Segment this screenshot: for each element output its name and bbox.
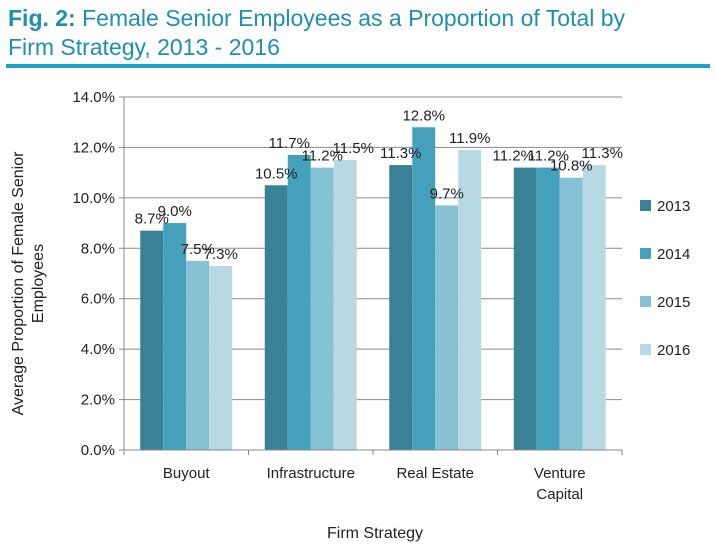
y-tick-label: 14.0% — [72, 89, 115, 106]
data-label: 11.3% — [582, 145, 623, 162]
legend-swatch-2015 — [640, 296, 651, 307]
bar-2014-real-estate — [412, 127, 436, 450]
x-tick-label: Capital — [536, 486, 583, 503]
data-label: 8.7% — [135, 211, 169, 228]
bar-2014-infrastructure — [287, 154, 311, 450]
legend-swatch-2016 — [640, 344, 651, 355]
data-label: 11.2% — [528, 148, 569, 165]
y-tick-label: 8.0% — [81, 240, 115, 257]
axes: 0.0% 2.0% 4.0% 6.0% 8.0% 10.0% 12.0% 14.0% Buyou… — [10, 89, 623, 542]
data-labels: 8.7%9.0%7.5%7.3%10.5%11.7%11.2%11.5% 11.3… — [135, 107, 623, 263]
y-tick-label: 6.0% — [81, 291, 115, 308]
y-tick-label: 10.0% — [72, 190, 115, 207]
bar-2013-venture-capital — [513, 167, 537, 450]
chart-title: Fig. 2: Female Senior Employees as a Pro… — [8, 4, 708, 62]
bars — [140, 127, 606, 451]
data-label: 7.5% — [181, 241, 215, 258]
legend-label-2016: 2016 — [657, 342, 690, 359]
legend: 2013 2014 2015 2016 — [640, 198, 690, 359]
y-axis-title: Average Proportion of Female Senior Emplo… — [10, 151, 47, 416]
bar-2016-real-estate — [458, 149, 482, 450]
legend-label-2014: 2014 — [657, 246, 690, 263]
title-line-1: Female Senior Employees as a Proportion … — [75, 5, 626, 31]
data-label: 11.3% — [380, 145, 421, 162]
data-label: 11.2% — [493, 148, 534, 165]
data-label: 7.3% — [204, 246, 238, 263]
legend-label-2015: 2015 — [657, 294, 690, 311]
x-tick-label: Buyout — [163, 465, 211, 482]
y-axis-title-line: Employees — [30, 244, 47, 323]
legend-swatch-2013 — [640, 200, 651, 211]
bar-2013-infrastructure — [264, 185, 288, 450]
title-divider — [6, 64, 710, 68]
bar-2013-real-estate — [389, 165, 413, 451]
bar-2016-venture-capital — [582, 165, 606, 451]
data-label: 11.9% — [449, 130, 490, 147]
data-label: 12.8% — [402, 107, 445, 124]
bar-2015-buyout — [186, 260, 210, 450]
legend-swatch-2014 — [640, 248, 651, 259]
y-tick-label: 12.0% — [72, 139, 115, 156]
x-tick-label: Real Estate — [396, 465, 474, 482]
data-label: 9.7% — [430, 185, 464, 202]
x-axis-title: Firm Strategy — [327, 525, 423, 542]
data-label: 11.2% — [302, 148, 343, 165]
data-label: 9.0% — [158, 203, 192, 220]
y-tick-label: 4.0% — [81, 341, 115, 358]
bar-2015-real-estate — [435, 205, 459, 450]
x-tick-label: Infrastructure — [267, 465, 355, 482]
bar-2016-infrastructure — [333, 160, 357, 451]
data-label: 10.8% — [550, 158, 593, 175]
legend-label-2013: 2013 — [657, 198, 690, 215]
x-tick-label: Venture — [534, 465, 586, 482]
data-label: 11.7% — [269, 135, 310, 152]
bar-2013-buyout — [140, 230, 164, 450]
figure-label: Fig. 2: — [8, 5, 76, 31]
y-tick-label: 2.0% — [81, 392, 115, 409]
bar-2015-infrastructure — [310, 167, 334, 450]
bar-2016-buyout — [209, 265, 233, 450]
data-label: 10.5% — [255, 165, 298, 182]
data-label: 11.5% — [333, 140, 374, 157]
title-line-2: Firm Strategy, 2013 - 2016 — [8, 34, 280, 60]
y-axis-title-line: Average Proportion of Female Senior — [10, 151, 27, 416]
y-tick-label: 0.0% — [81, 442, 115, 459]
bar-2014-venture-capital — [536, 167, 560, 450]
bar-2015-venture-capital — [559, 177, 583, 450]
bar-2014-buyout — [163, 223, 187, 450]
